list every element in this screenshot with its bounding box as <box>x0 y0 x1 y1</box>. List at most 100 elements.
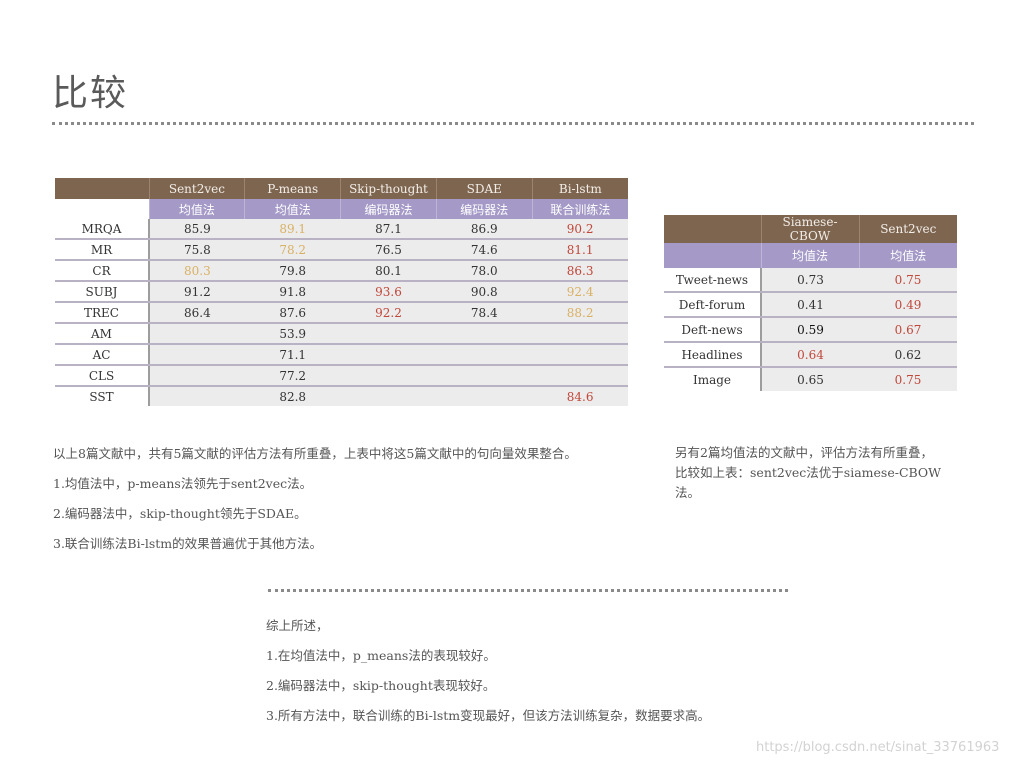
table-method-cell: 均值法 <box>858 243 957 268</box>
table-method-cell <box>55 199 149 219</box>
table-cell <box>532 365 628 387</box>
table-cell: 81.1 <box>532 239 628 261</box>
table-header-cell: Sent2vec <box>148 178 245 199</box>
table-row: CLS 77.2 <box>55 365 628 387</box>
row-label: Image <box>664 367 762 391</box>
table-cell: 85.9 <box>149 219 245 240</box>
table-cell: 76.5 <box>340 239 437 261</box>
dotted-divider-middle <box>268 589 788 592</box>
table-cell <box>436 386 533 406</box>
watermark: https://blog.csdn.net/sinat_33761963 <box>756 740 1000 755</box>
table-cell: 88.2 <box>532 302 628 324</box>
table-cell: 75.8 <box>149 239 245 261</box>
note-line: 1.均值法中，p-means法领先于sent2vec法。 <box>53 476 313 491</box>
table-header-cell <box>55 178 149 199</box>
table-method-cell: 编码器法 <box>340 199 437 219</box>
row-label: Tweet-news <box>664 268 762 293</box>
table-cell: 77.2 <box>244 365 341 387</box>
note-line: 以上8篇文献中，共有5篇文献的评估方法有所重叠，上表中将这5篇文献中的句向量效果… <box>53 446 577 461</box>
table-cell <box>340 344 437 366</box>
table-cell: 92.2 <box>340 302 437 324</box>
table-cell: 0.62 <box>859 342 957 368</box>
table-cell: 92.4 <box>532 281 628 303</box>
table-cell <box>532 344 628 366</box>
table-cell <box>436 323 533 345</box>
table-method-row: 均值法 均值法 <box>664 243 957 268</box>
table-cell: 0.41 <box>761 292 859 318</box>
table-cell: 82.8 <box>244 386 341 406</box>
notes-right: 另有2篇均值法的文献中，评估方法有所重叠，比较如上表：sent2vec法优于si… <box>675 443 943 503</box>
table-cell: 78.4 <box>436 302 533 324</box>
row-label: Headlines <box>664 342 762 368</box>
table-header-row: Siamese- CBOW Sent2vec <box>664 215 957 243</box>
table-cell: 0.65 <box>761 367 859 391</box>
table-cell: 86.4 <box>149 302 245 324</box>
table-cell: 90.2 <box>532 219 628 240</box>
table-row: TREC 86.4 87.6 92.2 78.4 88.2 <box>55 302 628 324</box>
table-row: AM 53.9 <box>55 323 628 345</box>
table-method-row: 均值法 均值法 编码器法 编码器法 联合训练法 <box>55 199 628 219</box>
table-cell: 0.75 <box>859 268 957 293</box>
table-cell <box>149 365 245 387</box>
table-method-cell: 均值法 <box>244 199 341 219</box>
table-cell <box>340 365 437 387</box>
summary-line: 3.所有方法中，联合训练的Bi-lstm变现最好，但该方法训练复杂，数据要求高。 <box>266 708 711 723</box>
table-row: MRQA 85.9 89.1 87.1 86.9 90.2 <box>55 219 628 240</box>
table-cell: 0.64 <box>761 342 859 368</box>
summary-line: 综上所述， <box>266 618 329 633</box>
table-cell: 78.2 <box>244 239 341 261</box>
table-cell: 84.6 <box>532 386 628 406</box>
page-title: 比较 <box>52 73 129 114</box>
dotted-divider-top <box>52 122 974 125</box>
table-method-cell: 编码器法 <box>435 199 533 219</box>
table-cell: 86.9 <box>436 219 533 240</box>
table-header-row: Sent2vec P-means Skip-thought SDAE Bi-ls… <box>55 178 628 199</box>
table-cell: 86.3 <box>532 260 628 282</box>
table-cell <box>149 344 245 366</box>
comparison-table-main: Sent2vec P-means Skip-thought SDAE Bi-ls… <box>55 178 628 406</box>
table-method-cell: 均值法 <box>148 199 245 219</box>
row-label: Deft-forum <box>664 292 762 318</box>
row-label: TREC <box>55 302 150 324</box>
table-cell: 87.1 <box>340 219 437 240</box>
table-header-cell: Sent2vec <box>858 215 957 243</box>
row-label: SST <box>55 386 150 406</box>
table-cell <box>340 386 437 406</box>
table-header-cell: Siamese- CBOW <box>760 215 859 243</box>
table-cell: 87.6 <box>244 302 341 324</box>
table-row: Headlines 0.64 0.62 <box>664 342 957 368</box>
table-cell: 90.8 <box>436 281 533 303</box>
table-cell: 78.0 <box>436 260 533 282</box>
row-label: MR <box>55 239 150 261</box>
table-cell: 80.3 <box>149 260 245 282</box>
comparison-table-secondary: Siamese- CBOW Sent2vec 均值法 均值法 Tweet-new… <box>664 215 957 391</box>
table-cell: 80.1 <box>340 260 437 282</box>
table-header-cell: P-means <box>244 178 341 199</box>
table-row: Deft-forum 0.41 0.49 <box>664 292 957 318</box>
table-row: Tweet-news 0.73 0.75 <box>664 268 957 293</box>
table-row: SUBJ 91.2 91.8 93.6 90.8 92.4 <box>55 281 628 303</box>
table-cell <box>340 323 437 345</box>
row-label: SUBJ <box>55 281 150 303</box>
table-header-cell: Skip-thought <box>340 178 437 199</box>
table-cell <box>149 386 245 406</box>
table-cell: 71.1 <box>244 344 341 366</box>
table-row: Deft-news 0.59 0.67 <box>664 317 957 343</box>
summary-line: 1.在均值法中，p_means法的表现较好。 <box>266 648 496 663</box>
table-cell <box>149 323 245 345</box>
table-cell: 89.1 <box>244 219 341 240</box>
row-label: CLS <box>55 365 150 387</box>
row-label: MRQA <box>55 219 150 240</box>
table-header-cell: SDAE <box>435 178 533 199</box>
row-label: Deft-news <box>664 317 762 343</box>
table-row: MR 75.8 78.2 76.5 74.6 81.1 <box>55 239 628 261</box>
table-method-cell: 联合训练法 <box>531 199 628 219</box>
table-row: Image 0.65 0.75 <box>664 367 957 391</box>
note-line: 3.联合训练法Bi-lstm的效果普遍优于其他方法。 <box>53 536 323 551</box>
summary-line: 2.编码器法中，skip-thought表现较好。 <box>266 678 496 693</box>
table-header-cell: Bi-lstm <box>531 178 628 199</box>
table-cell: 91.2 <box>149 281 245 303</box>
table-cell: 79.8 <box>244 260 341 282</box>
table-cell: 91.8 <box>244 281 341 303</box>
notes-left: 以上8篇文献中，共有5篇文献的评估方法有所重叠，上表中将这5篇文献中的句向量效果… <box>53 439 653 559</box>
